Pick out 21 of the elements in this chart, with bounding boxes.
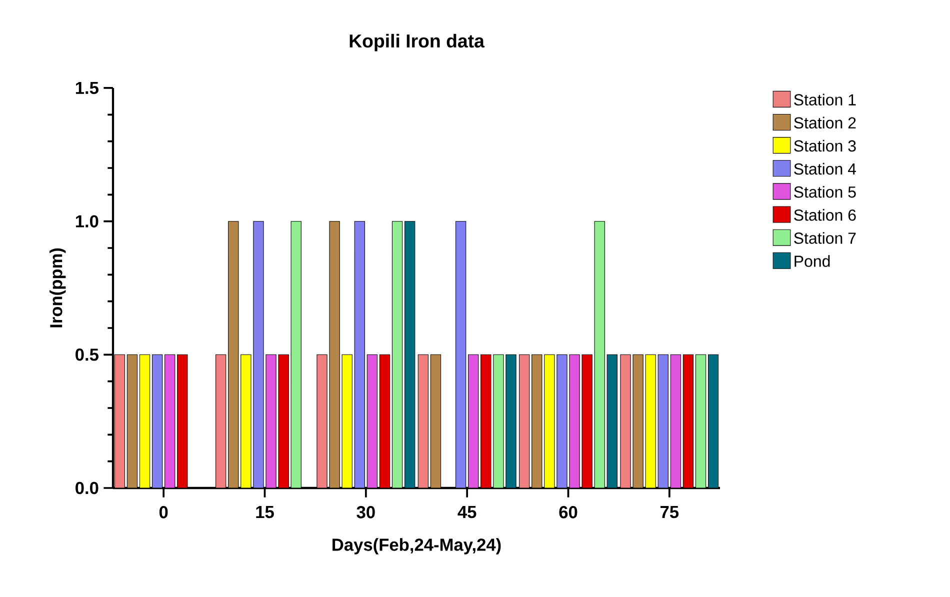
legend-label: Pond — [794, 255, 830, 267]
y-tick-label: 1.0 — [76, 215, 98, 228]
x-tick-label: 45 — [458, 506, 476, 518]
legend-label: Station 6 — [794, 209, 856, 221]
x-tick-label: 75 — [660, 506, 679, 518]
legend-label: Station 5 — [794, 186, 856, 198]
legend-label: Station 4 — [794, 162, 856, 175]
x-tick-label: 0 — [159, 506, 168, 518]
x-tick-label: 60 — [559, 506, 578, 518]
y-tick-label: 0.5 — [76, 348, 98, 361]
legend-label: Station 1 — [794, 94, 856, 106]
y-tick-label: 0.0 — [76, 482, 98, 494]
legend-label: Station 7 — [794, 232, 856, 244]
x-tick-label: 15 — [256, 506, 274, 518]
x-axis-title: Days(Feb,24-May,24) — [332, 538, 501, 554]
chart-title: Kopili Iron data — [350, 34, 485, 52]
x-tick-label: 30 — [356, 506, 375, 518]
legend-label: Station 3 — [794, 140, 856, 152]
legend-label: Station 2 — [794, 116, 856, 129]
y-tick-label: 1.5 — [76, 82, 98, 94]
y-axis-title: Iron(ppm) — [50, 248, 66, 328]
